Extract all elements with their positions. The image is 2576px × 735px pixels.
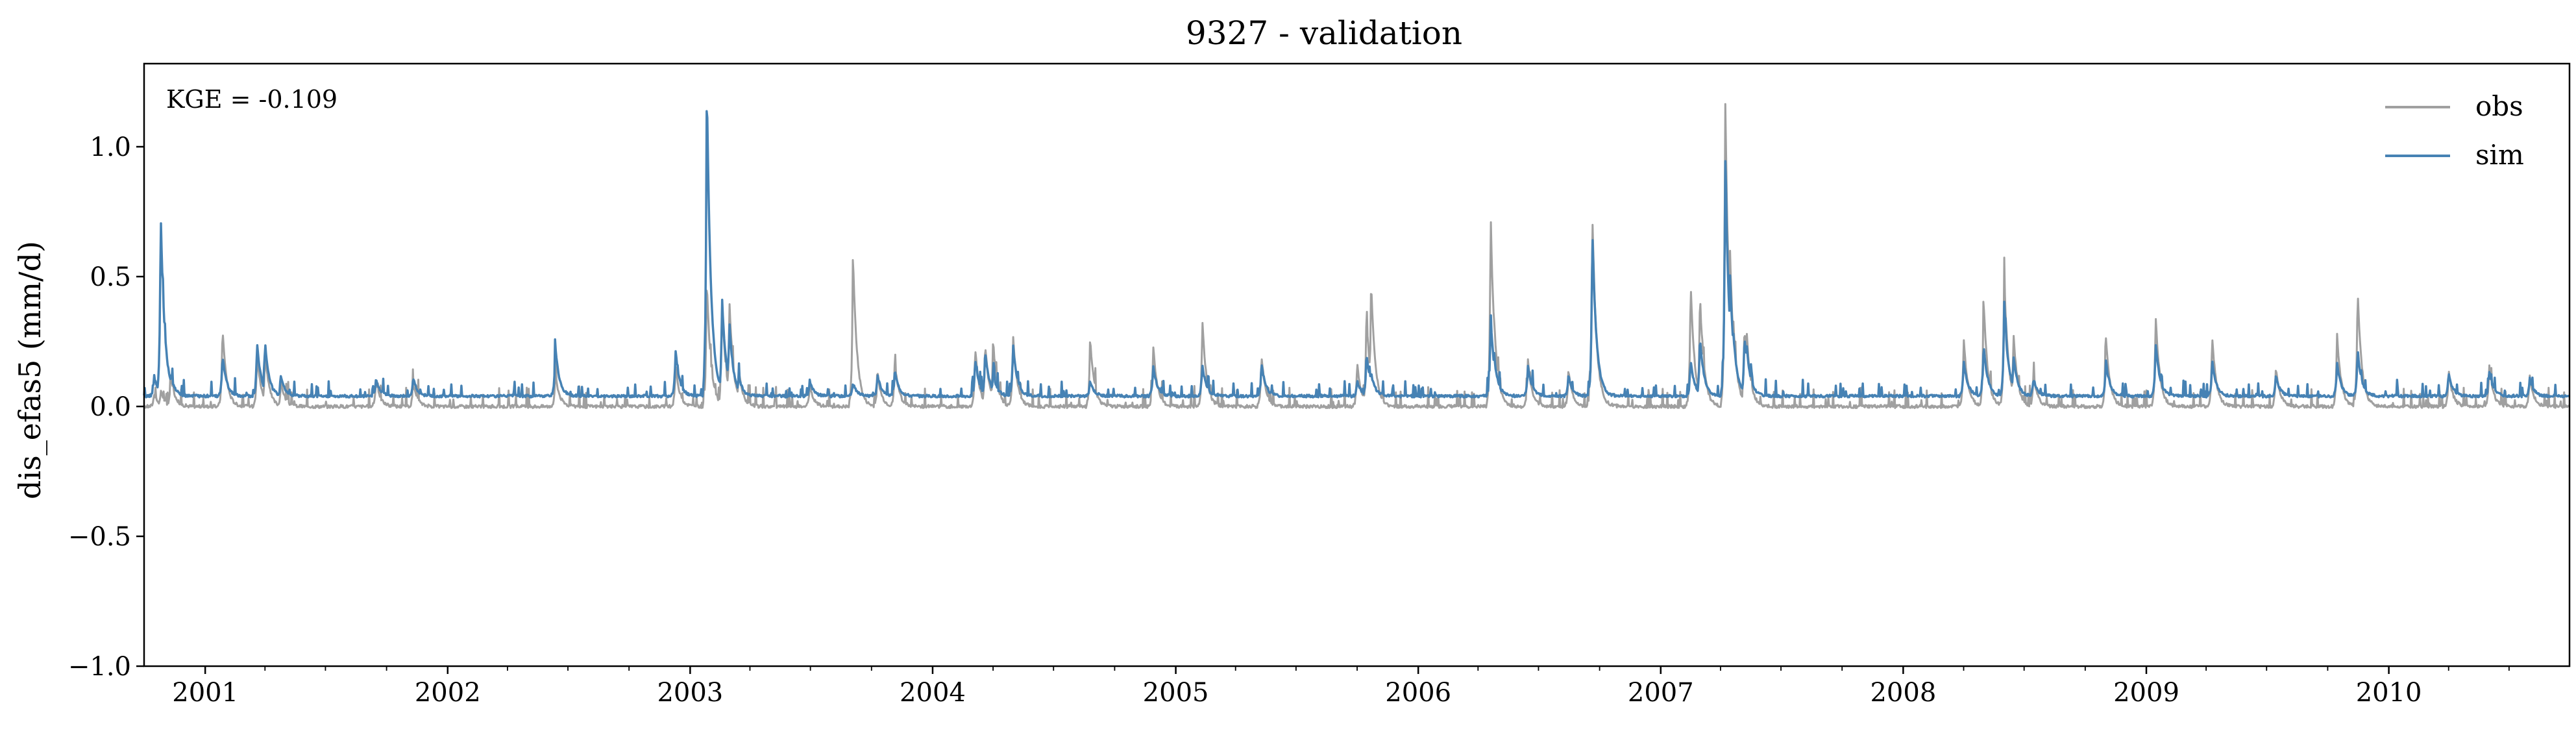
x-tick-label: 2003 [657, 678, 723, 708]
y-tick-label: 0.0 [90, 392, 131, 422]
sim-series [143, 110, 2571, 399]
x-tick-label: 2001 [172, 678, 238, 708]
y-ticks: −1.0 −0.5 0.0 0.5 1.0 [68, 132, 144, 682]
plot-area [143, 103, 2571, 409]
y-tick-label: 0.5 [90, 262, 131, 292]
legend: obs sim [2385, 90, 2524, 171]
kge-annotation: KGE = -0.109 [166, 85, 337, 114]
x-tick-label: 2009 [2113, 678, 2179, 708]
x-tick-label: 2006 [1385, 678, 1451, 708]
legend-sim-label: sim [2475, 139, 2524, 171]
x-tick-label: 2002 [415, 678, 481, 708]
obs-series [143, 103, 2571, 409]
y-tick-label: 1.0 [90, 132, 131, 162]
obs-line [143, 103, 2571, 409]
x-tick-label: 2004 [900, 678, 966, 708]
x-tick-label: 2010 [2356, 678, 2422, 708]
x-tick-label: 2005 [1143, 678, 1209, 708]
y-tick-label: −1.0 [68, 652, 131, 682]
sim-line [143, 110, 2571, 399]
x-tick-label: 2007 [1628, 678, 1694, 708]
y-tick-label: −0.5 [68, 522, 131, 552]
x-ticks: 2001 2002 2003 2004 2005 2006 2007 2008 2009 2010 [172, 666, 2510, 708]
x-tick-label: 2008 [1870, 678, 1936, 708]
chart-title: 9327 - validation [1186, 14, 1462, 52]
y-axis-label: dis_efas5 (mm/d) [12, 241, 47, 499]
legend-obs-label: obs [2475, 90, 2523, 122]
